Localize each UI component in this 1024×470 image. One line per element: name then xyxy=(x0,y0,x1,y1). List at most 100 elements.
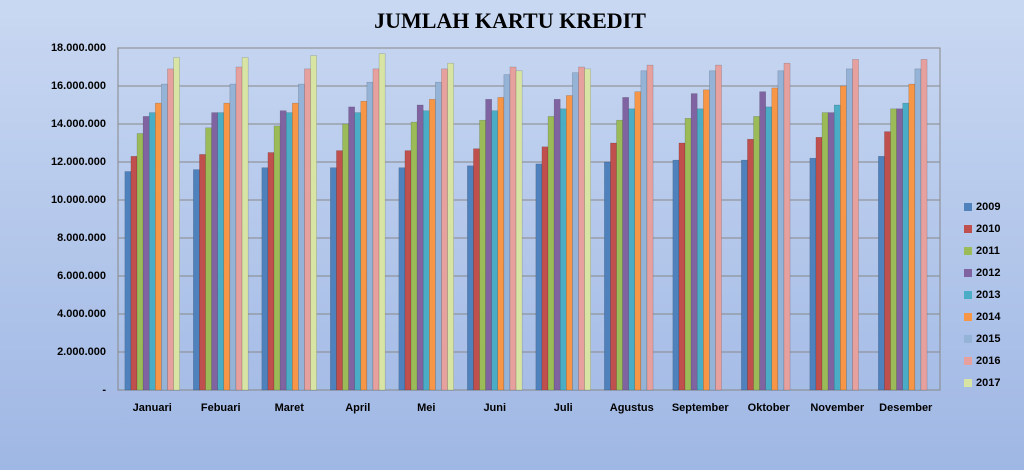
bar xyxy=(646,64,654,391)
bar xyxy=(783,62,791,391)
bar xyxy=(765,106,773,391)
bar xyxy=(747,138,754,391)
bar xyxy=(578,66,585,391)
bar xyxy=(447,62,454,391)
legend-label: 2012 xyxy=(976,267,1000,279)
bar xyxy=(503,74,511,391)
bar xyxy=(429,99,436,391)
bar xyxy=(715,64,722,391)
bar xyxy=(193,169,200,391)
bar xyxy=(771,87,779,391)
bar xyxy=(348,106,355,391)
bar xyxy=(672,159,680,391)
bar xyxy=(217,112,225,391)
y-tick-label: 14.000.000 xyxy=(51,118,106,130)
y-tick-label: 10.000.000 xyxy=(51,194,106,206)
bar xyxy=(690,93,698,391)
legend-label: 2011 xyxy=(976,245,1000,257)
bar xyxy=(515,70,523,391)
bar xyxy=(541,146,549,391)
bar xyxy=(241,57,249,391)
bar xyxy=(310,55,317,391)
bar xyxy=(616,119,623,391)
x-tick-label: Maret xyxy=(275,402,305,414)
bar xyxy=(709,70,716,391)
bar xyxy=(809,157,817,391)
bar xyxy=(285,112,293,391)
bar xyxy=(410,121,418,391)
bar xyxy=(833,104,841,391)
bar xyxy=(378,53,386,391)
chart-title: JUMLAH KARTU KREDIT xyxy=(374,8,646,33)
legend-swatch xyxy=(964,357,972,365)
bar xyxy=(304,68,311,391)
x-tick-label: Agustus xyxy=(610,402,654,414)
bar xyxy=(741,159,748,391)
bar xyxy=(148,112,156,391)
legend-swatch xyxy=(964,203,972,211)
y-tick-label: 6.000.000 xyxy=(57,270,106,282)
bar xyxy=(473,148,480,391)
bar xyxy=(640,70,648,391)
bar xyxy=(852,59,859,391)
bar xyxy=(678,142,686,391)
bar xyxy=(267,152,275,391)
bar xyxy=(416,104,424,391)
legend-label: 2016 xyxy=(976,355,1000,367)
y-tick-label: 2.000.000 xyxy=(57,346,106,358)
bar xyxy=(610,142,617,391)
bar xyxy=(360,100,368,391)
bar xyxy=(398,167,406,391)
bar xyxy=(509,66,517,391)
bar xyxy=(878,156,885,391)
bar xyxy=(130,156,138,391)
bar xyxy=(559,108,567,391)
x-tick-label: November xyxy=(810,402,865,414)
bar xyxy=(491,110,499,391)
bar xyxy=(155,102,162,391)
bar xyxy=(173,57,180,391)
bar xyxy=(142,116,150,391)
bar xyxy=(372,68,380,391)
bar xyxy=(422,110,430,391)
bar xyxy=(753,116,760,391)
bar xyxy=(584,68,591,391)
bar xyxy=(124,171,132,391)
legend-label: 2017 xyxy=(976,377,1000,389)
bar xyxy=(628,108,636,391)
x-tick-label: Januari xyxy=(133,402,172,414)
bar xyxy=(435,81,442,391)
bar xyxy=(840,85,847,391)
bar xyxy=(759,91,766,391)
bar xyxy=(167,68,174,391)
bar xyxy=(821,112,829,391)
y-tick-label: 8.000.000 xyxy=(57,232,106,244)
bar xyxy=(890,108,897,391)
bar xyxy=(696,108,704,391)
bar xyxy=(896,108,903,391)
legend-swatch xyxy=(964,291,972,299)
bar xyxy=(884,131,891,391)
bar xyxy=(902,102,910,391)
bar xyxy=(485,99,492,391)
bar xyxy=(441,68,448,391)
bar xyxy=(366,81,374,391)
bar xyxy=(497,97,505,391)
bar xyxy=(553,99,561,391)
bar xyxy=(273,125,281,391)
bar xyxy=(703,89,710,391)
legend-label: 2015 xyxy=(976,333,1000,345)
bar xyxy=(815,137,823,391)
x-tick-label: Desember xyxy=(879,402,933,414)
x-tick-label: Oktober xyxy=(748,402,791,414)
bar xyxy=(572,72,579,391)
bar xyxy=(223,102,231,391)
bar xyxy=(330,167,337,391)
x-tick-label: September xyxy=(672,402,730,414)
bar xyxy=(827,112,835,391)
bar xyxy=(622,97,629,391)
x-tick-label: Mei xyxy=(417,402,435,414)
y-tick-label: - xyxy=(102,384,106,396)
x-tick-label: Juni xyxy=(483,402,506,414)
x-tick-label: April xyxy=(345,402,370,414)
